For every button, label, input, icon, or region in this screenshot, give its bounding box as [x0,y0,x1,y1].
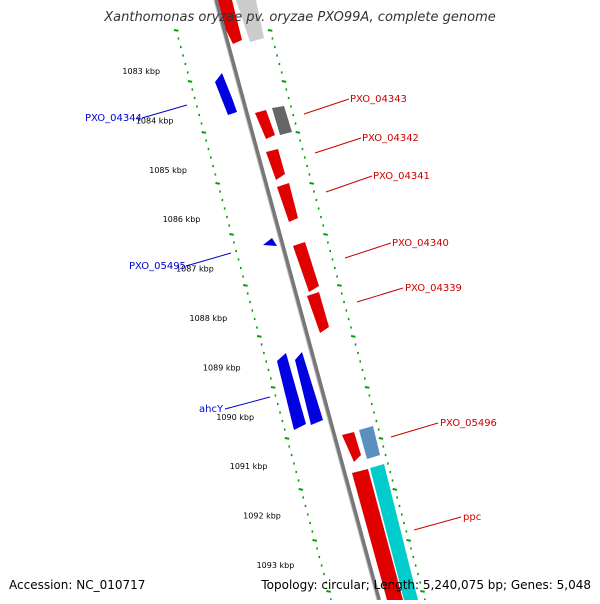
reverse-track-tick [326,590,331,593]
genome-backbone [214,0,381,601]
scale-tick-label: 1084 kbp [136,116,174,125]
scale-tick-label: 1088 kbp [190,314,228,323]
gene-feature-top-grey[interactable] [236,0,264,42]
accession-text: Accession: NC_010717 [9,578,146,592]
gene-label-PXO_05495[interactable]: PXO_05495 [129,261,186,272]
forward-track-tick [295,131,301,134]
forward-leader-lines [303,98,462,531]
reverse-track-tick [284,437,290,440]
reverse-track-tick [173,29,179,32]
scale-tick-label: 1083 kbp [122,67,160,76]
forward-track-tick [281,80,287,83]
reverse-leader-lines [141,104,271,410]
gene-rna-cyan[interactable] [370,464,418,600]
gene-PXO_05495[interactable] [263,238,277,246]
scale-tick-label: 1093 kbp [257,561,295,570]
gene-label-PXO_04344[interactable]: PXO_04344 [85,113,142,124]
gene-label-PXO_04341[interactable]: PXO_04341 [373,171,430,182]
gene-label-PXO_04342[interactable]: PXO_04342 [362,133,419,144]
gene-PXO_04339[interactable] [307,292,329,333]
gene-PXO_04342[interactable] [266,149,285,180]
gene-label-ahcY[interactable]: ahcY [199,404,224,415]
forward-track-tick [406,539,412,542]
forward-track-tick [364,386,370,389]
gene-PXO_05496-red[interactable] [342,432,361,462]
gene-label-PXO_04340[interactable]: PXO_04340 [392,238,449,249]
reverse-track-tick [187,80,193,83]
reverse-track-tick [215,182,221,185]
map-title: Xanthomonas oryzae pv. oryzae PXO99A, co… [104,10,496,25]
scale-labels: 1083 kbp 1084 kbp 1085 kbp 1086 kbp 1087 kbp… [122,67,294,570]
reverse-track-tick [201,131,207,134]
gene-ahcY[interactable] [295,352,323,425]
forward-track-tick [309,182,315,185]
gene-PXO_04340[interactable] [293,242,319,292]
forward-track-tick [337,284,342,287]
forward-track-tick [267,29,273,32]
gene-ahcY-left[interactable] [277,353,306,430]
reverse-track-tick [256,335,262,338]
forward-track-tick [378,437,384,440]
gene-label-PXO_04339[interactable]: PXO_04339 [405,283,462,294]
gene-PXO_05496[interactable] [359,426,380,459]
reverse-track-tick [270,386,276,389]
scale-tick-label: 1090 kbp [216,413,254,422]
scale-tick-label: 1085 kbp [149,166,187,175]
scale-tick-label: 1092 kbp [243,512,281,521]
forward-track-tick [392,488,398,491]
genome-summary-text: Topology: circular; Length: 5,240,075 bp… [261,578,591,592]
scale-tick-label: 1087 kbp [176,265,214,274]
gene-PXO_04341[interactable] [277,183,298,222]
reverse-track-tick [312,539,318,542]
gene-PXO_04343[interactable] [255,110,275,139]
forward-track-tick [323,233,328,236]
gene-label-PXO_05496[interactable]: PXO_05496 [440,418,497,429]
gene-feature-grey[interactable] [272,106,292,135]
gene-PXO_04344[interactable] [215,73,237,115]
reverse-track-tick [243,284,248,287]
reverse-track-ticks [173,29,332,601]
forward-track-tick [350,335,356,338]
forward-track-ticks [267,29,426,601]
forward-track-tick [420,590,425,593]
reverse-track-tick [298,488,304,491]
scale-tick-label: 1091 kbp [230,462,268,471]
gene-ppc[interactable] [352,469,403,600]
gene-label-ppc[interactable]: ppc [463,512,481,523]
scale-tick-label: 1086 kbp [163,215,201,224]
gene-label-PXO_04343[interactable]: PXO_04343 [350,94,407,105]
scale-tick-label: 1089 kbp [203,363,241,372]
gene-feature-top-red[interactable] [218,0,242,44]
reverse-track-tick [229,233,234,236]
genome-backbone-highlight [213,0,378,601]
